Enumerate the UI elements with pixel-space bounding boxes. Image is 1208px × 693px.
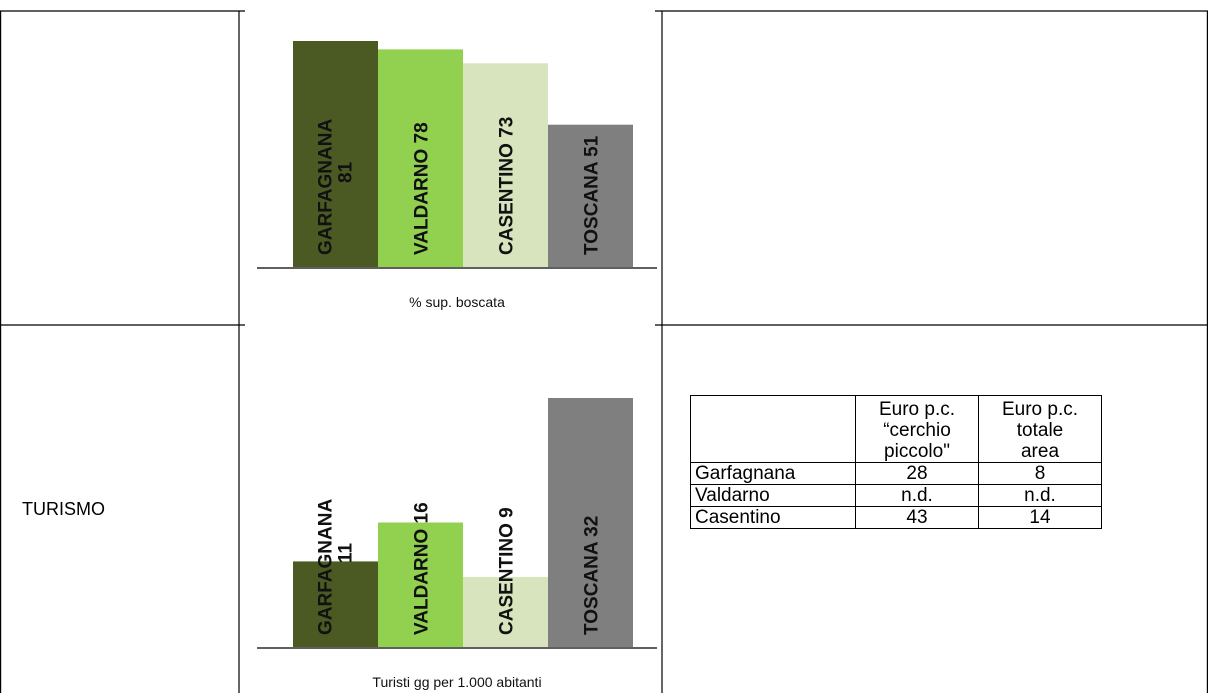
table-row: Garfagnana 28 8: [690, 462, 1102, 485]
row-label-turismo: TURISMO: [22, 499, 105, 519]
row-total-value: n.d.: [978, 484, 1102, 507]
bar-casentino: [463, 63, 548, 268]
chart-xlabel: % sup. boscata: [409, 294, 505, 310]
euro-table-header-small: Euro p.c. “cerchio piccolo": [855, 395, 979, 463]
row-small-value: 28: [855, 462, 979, 485]
row-name: Valdarno: [690, 484, 856, 507]
bar-valdarno: [378, 522, 463, 647]
euro-table-header-empty: [690, 395, 856, 463]
bar-garfagnana: [293, 561, 378, 647]
bar-casentino: [463, 576, 548, 647]
euro-table: Euro p.c. “cerchio piccolo" Euro p.c. total…: [690, 395, 1102, 529]
row-total-value: 8: [978, 462, 1102, 485]
row-small-value: 43: [855, 506, 979, 529]
row-total-value: 14: [978, 506, 1102, 529]
bar-label-toscana: TOSCANA 51: [582, 135, 603, 255]
bar-label-casentino: CASENTINO 9: [497, 507, 518, 635]
table-row: Valdarno n.d. n.d.: [690, 484, 1102, 507]
row-name: Garfagnana: [690, 462, 856, 485]
bar-toscana: [548, 398, 633, 647]
bar-label-valdarno: VALDARNO 78: [412, 122, 433, 255]
bar-label-casentino: CASENTINO 73: [497, 117, 518, 255]
euro-table-header-total: Euro p.c. totale area: [978, 395, 1102, 463]
bar-toscana: [548, 124, 633, 267]
chart-sup-boscata-svg: GARFAGNANA81 VALDARNO 78 CASENTINO 73 TOSCA…: [257, 41, 657, 310]
chart-turisti-svg: GARFAGNANA11 VALDARNO 16 CASENTINO 9 TOSCAN…: [257, 398, 657, 690]
bar-garfagnana: [293, 41, 378, 267]
row-small-value: n.d.: [855, 484, 979, 507]
euro-table-header: Euro p.c. “cerchio piccolo" Euro p.c. total…: [690, 395, 1102, 463]
bar-label-garfagnana: GARFAGNANA11: [316, 499, 357, 635]
bar-label-valdarno: VALDARNO 16: [412, 502, 433, 635]
chart-turisti: GARFAGNANA11 VALDARNO 16 CASENTINO 9 TOSCAN…: [245, 330, 665, 692]
row-name: Casentino: [690, 506, 856, 529]
bar-label-toscana: TOSCANA 32: [582, 516, 603, 635]
bar-label-garfagnana: GARFAGNANA81: [316, 119, 357, 255]
chart-sup-boscata: GARFAGNANA81 VALDARNO 78 CASENTINO 73 TOSCA…: [245, 14, 665, 324]
bar-valdarno: [378, 49, 463, 268]
table-row: Casentino 43 14: [690, 506, 1102, 529]
chart-xlabel: Turisti gg per 1.000 abitanti: [372, 674, 541, 690]
